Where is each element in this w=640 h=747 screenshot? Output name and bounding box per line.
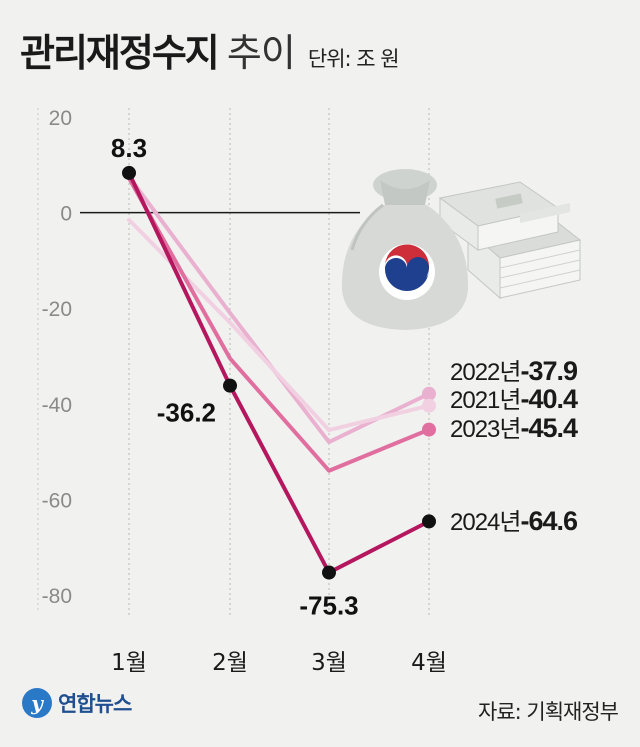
logo-text: 연합뉴스: [58, 692, 132, 716]
series-name: 2022년: [450, 359, 520, 386]
x-tick-label: 4월: [411, 650, 447, 676]
series-end-label: 2023년-45.4: [450, 413, 578, 443]
yonhap-logo: y 연합뉴스: [22, 688, 132, 718]
y-tick-label: 0: [60, 203, 72, 226]
chart-header: 관리재정수지 추이 단위: 조 원: [20, 22, 400, 78]
series-name: 2023년: [450, 416, 520, 443]
money-bag-icon: [341, 169, 469, 330]
x-tick-label: 2월: [212, 650, 248, 676]
unit-label: 단위: 조 원: [307, 47, 400, 71]
series-line-2023년: [127, 176, 431, 473]
point-marker-2024년: [223, 378, 237, 393]
money-bag-illustration: [341, 169, 582, 330]
series-line-2024년: [127, 170, 431, 575]
series-end-label: 2024년-64.6: [450, 506, 578, 536]
y-tick-label: 20: [49, 107, 72, 130]
point-marker-2024년: [122, 165, 136, 180]
series-name: 2024년: [450, 509, 520, 536]
end-marker-2023년: [422, 422, 436, 437]
yonhap-logo-icon: y: [22, 688, 52, 718]
y-tick-label: -60: [42, 489, 72, 512]
series-end-value: -64.6: [520, 506, 578, 536]
series-end-label: 2021년-40.4: [450, 384, 578, 414]
y-tick-label: -80: [42, 585, 72, 608]
data-label: 8.3: [111, 133, 147, 163]
end-marker-2022년: [422, 386, 436, 401]
end-marker-2021년: [422, 398, 436, 413]
point-marker-2024년: [322, 565, 336, 580]
chart-subtitle: 추이: [226, 31, 296, 75]
series-end-value: -40.4: [520, 384, 578, 414]
end-marker-2024년: [422, 514, 436, 529]
series-end-label: 2022년-37.9: [450, 356, 578, 386]
bill-bundles-icon: [438, 181, 582, 300]
source-note: 자료: 기획재정부: [478, 700, 619, 724]
series-end-value: -45.4: [520, 413, 578, 443]
x-tick-label: 1월: [111, 650, 147, 676]
x-tick-label: 3월: [311, 650, 347, 676]
chart-title: 관리재정수지: [20, 31, 220, 75]
y-tick-label: -20: [42, 298, 72, 321]
data-label: -36.2: [157, 398, 216, 428]
series-name: 2021년: [450, 387, 520, 414]
data-label: -75.3: [299, 591, 358, 621]
y-tick-label: -40: [42, 394, 72, 417]
series-end-value: -37.9: [520, 356, 578, 386]
